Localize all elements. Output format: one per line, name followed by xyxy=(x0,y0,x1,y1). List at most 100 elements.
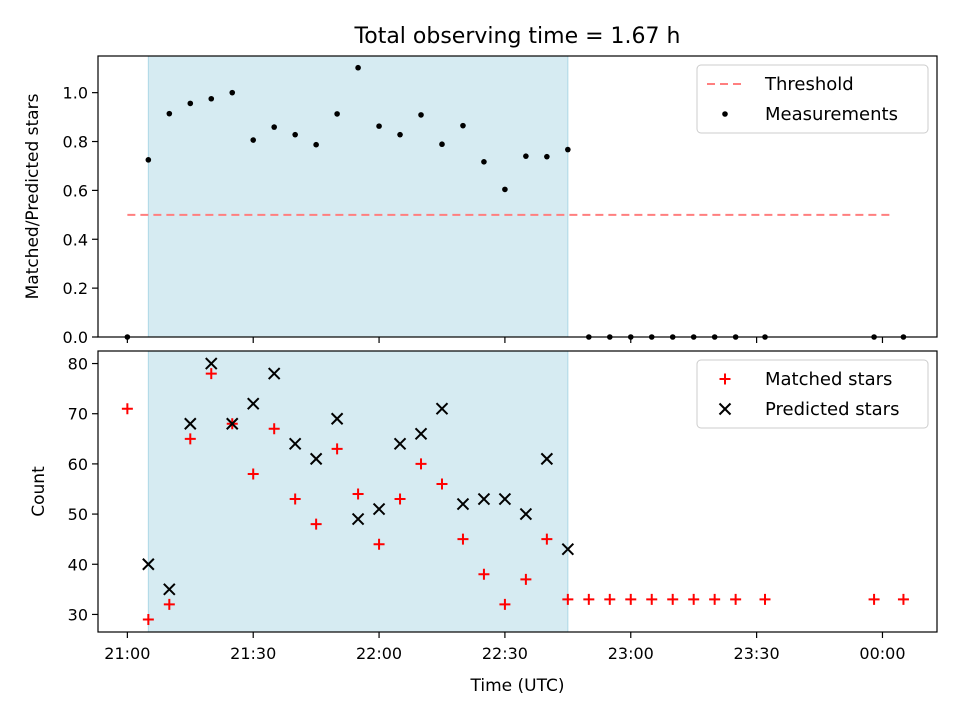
y-tick-label: 60 xyxy=(68,455,88,474)
measurement-point xyxy=(418,112,424,118)
measurement-point xyxy=(313,141,319,148)
x-tick-label: 21:00 xyxy=(104,644,150,663)
predicted-star-point xyxy=(184,417,197,430)
measurement-point xyxy=(145,157,152,163)
predicted-star-point xyxy=(414,427,428,441)
legend-entry-label: Measurements xyxy=(765,104,898,125)
y-tick-label: 0.2 xyxy=(63,279,88,298)
x-tick-label: 22:30 xyxy=(482,644,528,663)
bottom-axes-frame xyxy=(97,350,938,633)
measurement-point xyxy=(271,124,277,130)
chart-title: Total observing time = 1.67 h xyxy=(354,24,681,49)
predicted-star-point xyxy=(351,512,365,526)
bottom-y-axis-label: Count xyxy=(29,466,49,517)
legend-measurement-swatch xyxy=(722,111,728,117)
measurement-point xyxy=(208,95,215,102)
predicted-star-point xyxy=(435,402,449,415)
measurement-point xyxy=(250,137,257,143)
measurement-point xyxy=(397,131,403,138)
bottom-legend: Matched stars Predicted stars xyxy=(696,359,929,429)
predicted-star-point xyxy=(330,412,344,425)
measurement-point xyxy=(334,111,340,117)
predicted-star-point xyxy=(226,417,239,430)
matched-star-point xyxy=(205,368,217,380)
measurement-point xyxy=(544,153,550,160)
matched-star-point xyxy=(142,613,154,625)
matched-star-point xyxy=(352,488,364,500)
x-tick-label: 23:00 xyxy=(608,644,654,663)
top-panel: 0.0 0.2 0.4 0.6 0.8 1.0 Total observing time … xyxy=(23,24,938,347)
y-tick-label: 30 xyxy=(68,605,88,624)
y-tick-label: 40 xyxy=(68,555,88,574)
x-axis-label: Time (UTC) xyxy=(470,676,565,696)
measurement-point xyxy=(565,146,571,153)
y-tick-label: 0.4 xyxy=(63,230,88,249)
measurement-point xyxy=(187,100,194,107)
predicted-star-point xyxy=(372,502,386,516)
predicted-star-point xyxy=(247,397,260,410)
measurement-point xyxy=(460,122,466,129)
matched-star-point xyxy=(759,593,771,605)
matched-star-point xyxy=(478,568,490,580)
predicted-star-point xyxy=(519,507,533,521)
top-axes-frame xyxy=(97,55,938,338)
x-tick-label: 23:30 xyxy=(734,644,780,663)
measurement-point xyxy=(292,131,298,138)
matched-star-point xyxy=(457,533,469,545)
predicted-star-point xyxy=(288,437,302,451)
legend-entry-label: Threshold xyxy=(764,74,854,95)
legend-entry-label: Predicted stars xyxy=(765,399,899,420)
matched-star-point xyxy=(562,593,574,605)
predicted-star-point xyxy=(498,492,512,506)
matched-star-point xyxy=(688,593,700,605)
top-y-axis-label: Matched/Predicted stars xyxy=(23,93,43,299)
predicted-star-point xyxy=(309,452,323,466)
matched-star-point xyxy=(730,593,742,605)
matched-star-point xyxy=(868,593,880,605)
matched-star-point xyxy=(373,538,385,550)
observing-window-shade xyxy=(147,55,569,338)
measurement-point xyxy=(481,159,487,165)
predicted-star-point xyxy=(163,583,176,596)
measurement-point xyxy=(355,64,361,71)
matched-star-point xyxy=(247,468,259,480)
matched-star-point xyxy=(583,593,595,605)
legend-box xyxy=(696,64,929,134)
y-tick-label: 0.0 xyxy=(63,328,88,347)
bottom-panel: 30 40 50 60 70 80 21:00 21:30 22:00 22:30 23:00 23… xyxy=(29,350,938,696)
top-legend: Threshold Measurements xyxy=(696,64,929,134)
legend-box xyxy=(696,359,929,429)
matched-star-point xyxy=(897,593,909,605)
x-tick-label: 22:00 xyxy=(356,644,402,663)
matched-star-point xyxy=(331,443,343,455)
x-tick-label: 21:30 xyxy=(230,644,276,663)
matched-star-point xyxy=(646,593,658,605)
measurement-point xyxy=(523,153,529,159)
y-tick-label: 80 xyxy=(68,355,88,374)
y-tick-label: 0.6 xyxy=(63,181,88,200)
measurement-point xyxy=(229,89,236,96)
measurement-point xyxy=(166,110,173,117)
legend-entry-label: Matched stars xyxy=(765,369,892,390)
matched-star-point xyxy=(436,478,448,490)
legend-matched-swatch xyxy=(719,373,731,385)
matched-star-point xyxy=(184,433,196,445)
matched-star-point xyxy=(163,598,175,610)
matched-star-point xyxy=(415,458,427,470)
matched-star-point xyxy=(520,573,532,585)
matched-star-point xyxy=(604,593,616,605)
matched-star-point xyxy=(121,403,133,415)
measurement-point xyxy=(439,141,445,148)
matched-star-point xyxy=(310,518,322,530)
predicted-star-point xyxy=(456,497,470,511)
predicted-star-point xyxy=(540,452,554,466)
matched-star-point xyxy=(394,493,406,505)
matched-star-point xyxy=(541,533,553,545)
matched-star-point xyxy=(268,423,280,435)
matched-star-point xyxy=(709,593,721,605)
measurement-point xyxy=(502,186,508,193)
matched-star-point xyxy=(667,593,679,605)
measurement-point xyxy=(376,123,382,129)
predicted-star-point xyxy=(477,492,491,506)
